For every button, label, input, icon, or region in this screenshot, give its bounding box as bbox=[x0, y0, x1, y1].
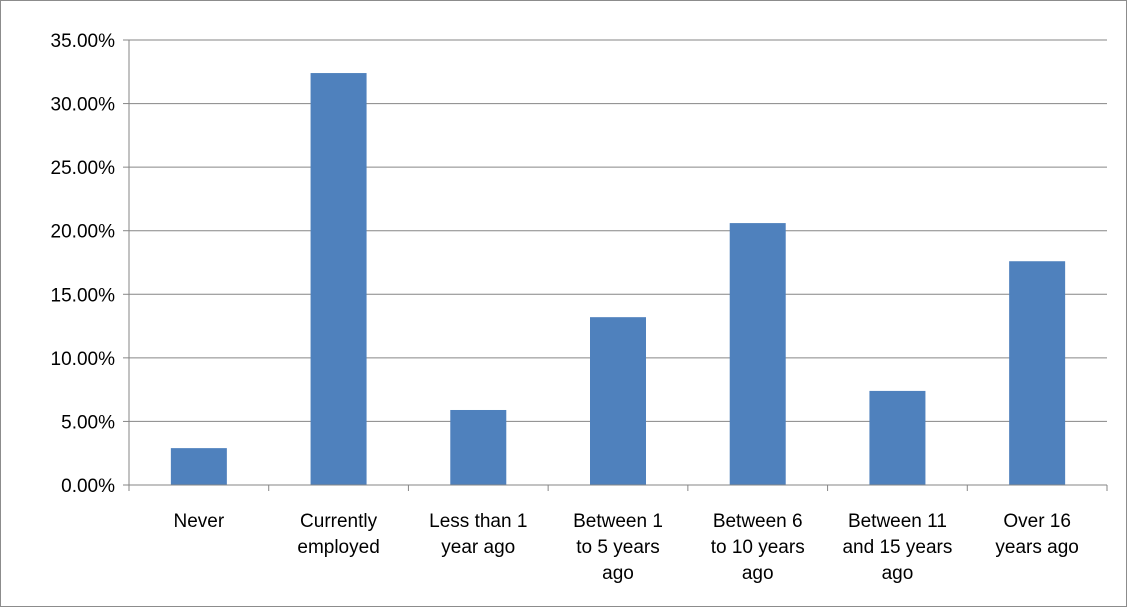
x-category-label-line: Between 1 bbox=[573, 511, 663, 532]
x-category-label: Over 16 years ago bbox=[995, 511, 1078, 558]
x-category-label: Less than 1 year ago bbox=[429, 511, 527, 558]
y-tick-label: 20.00% bbox=[51, 222, 116, 243]
y-axis-tick-labels: 0.00% 5.00% 10.00% 15.00% 20.00% 25.00% 30.00%… bbox=[51, 31, 116, 497]
x-category-label-line: ago bbox=[742, 563, 774, 584]
x-category-label-line: to 5 years bbox=[576, 537, 659, 558]
x-category-label-line: Currently bbox=[300, 511, 378, 532]
x-category-label-line: employed bbox=[297, 537, 379, 558]
x-category-label-line: ago bbox=[602, 563, 634, 584]
y-tick-label: 35.00% bbox=[51, 31, 116, 52]
x-category-label-line: to 10 years bbox=[711, 537, 805, 558]
bar bbox=[170, 448, 227, 485]
x-category-label-line: years ago bbox=[995, 537, 1078, 558]
bar bbox=[590, 317, 646, 485]
bar bbox=[729, 223, 786, 486]
y-tick-label: 15.00% bbox=[51, 285, 116, 306]
bar bbox=[310, 73, 367, 486]
x-category-label-line: Over 16 bbox=[1003, 511, 1071, 532]
y-tick-label: 10.00% bbox=[51, 349, 116, 370]
x-category-label: Between 1 to 5 years ago bbox=[573, 511, 663, 584]
x-category-label: Never bbox=[174, 511, 225, 532]
x-category-label-line: ago bbox=[882, 563, 914, 584]
x-category-label: Between 11 and 15 years ago bbox=[842, 511, 952, 584]
x-category-label: Between 6 to 10 years ago bbox=[711, 511, 805, 584]
axes bbox=[123, 39, 1108, 491]
x-axis-category-labels: Never Currently employed Less than 1 year ag… bbox=[174, 511, 1079, 584]
gridlines bbox=[129, 39, 1107, 422]
x-category-label-line: Between 6 bbox=[713, 511, 803, 532]
bar bbox=[869, 390, 926, 485]
x-category-label-line: year ago bbox=[441, 537, 515, 558]
x-category-label-line: Less than 1 bbox=[429, 511, 527, 532]
x-category-label-line: Between 11 bbox=[848, 511, 947, 532]
bar bbox=[450, 409, 507, 485]
y-tick-label: 0.00% bbox=[61, 476, 115, 497]
x-category-label-line: Never bbox=[174, 511, 225, 532]
x-category-label: Currently employed bbox=[297, 511, 379, 558]
y-tick-label: 30.00% bbox=[51, 95, 116, 116]
bars bbox=[170, 73, 1066, 486]
x-category-label-line: and 15 years bbox=[842, 537, 952, 558]
bar bbox=[1009, 261, 1066, 485]
y-tick-label: 5.00% bbox=[61, 412, 115, 433]
y-tick-label: 25.00% bbox=[51, 158, 116, 179]
